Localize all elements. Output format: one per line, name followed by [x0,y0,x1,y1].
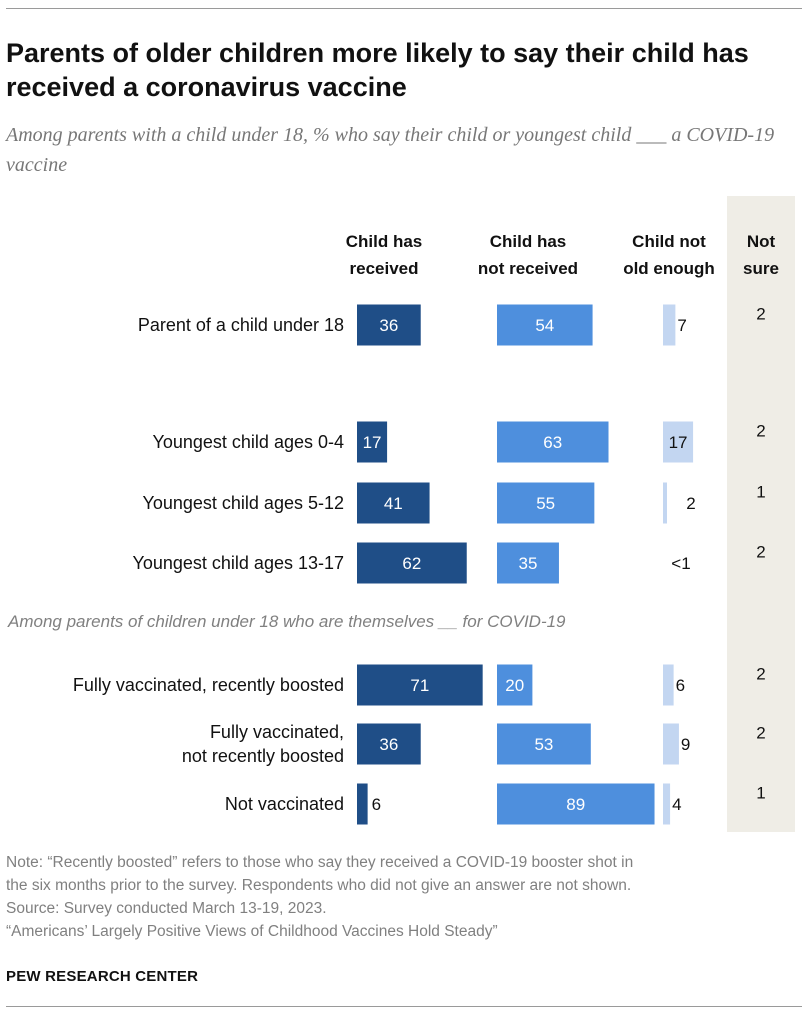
value-not-received-5: 53 [534,735,553,754]
value-not-received-2: 55 [536,494,555,513]
row-label-3-line-0: Youngest child ages 13-17 [133,553,345,573]
value-received-0: 36 [379,316,398,335]
value-not-old-enough-3: <1 [671,554,690,573]
bar-received-0 [357,304,421,346]
top-rule [6,8,802,9]
source-line: Source: Survey conducted March 13-19, 20… [6,900,327,917]
bar-not-received-5 [497,723,591,765]
value-not-old-enough-1: 17 [669,433,688,452]
value-not-received-0: 54 [535,316,554,335]
column-header-2-line-0: Child not [632,232,706,251]
value-not-sure-6: 1 [756,784,765,803]
note-line-1: Note: “Recently boosted” refers to those… [6,854,634,871]
bar-not-old-enough-5 [663,723,679,765]
value-not-old-enough-0: 7 [677,316,686,335]
value-not-received-3: 35 [519,554,538,573]
row-label-5-line-1: not recently boosted [182,746,344,766]
value-not-sure-3: 2 [756,543,765,562]
bottom-rule [6,1006,802,1007]
bar-received-5 [357,723,421,765]
value-received-1: 17 [363,433,382,452]
row-label-2-line-0: Youngest child ages 5-12 [143,493,345,513]
section-label: Among parents of children under 18 who a… [7,612,566,631]
value-received-3: 62 [402,554,421,573]
column-header-2-line-1: old enough [623,259,715,278]
column-header-0-line-1: received [350,259,419,278]
column-header-0-line-0: Child has [346,232,423,251]
value-not-sure-5: 2 [756,724,765,743]
row-label-5-line-0: Fully vaccinated, [210,722,344,742]
bar-not-received-6 [497,783,655,825]
bar-not-received-2 [497,482,595,524]
bar-not-old-enough-6 [663,783,671,825]
value-not-received-6: 89 [566,795,585,814]
column-header-3-line-1: sure [743,259,779,278]
bar-received-1 [357,421,388,463]
value-not-old-enough-2: 2 [686,494,695,513]
row-label-0-line-0: Parent of a child under 18 [138,315,344,335]
value-not-received-4: 20 [505,676,524,695]
bar-not-old-enough-4 [663,664,674,706]
value-received-6: 6 [372,795,381,814]
bar-not-received-4 [497,664,533,706]
bar-not-old-enough-1 [663,421,694,463]
bar-received-3 [357,542,467,584]
row-label-4-line-0: Fully vaccinated, recently boosted [73,675,344,695]
value-not-sure-2: 1 [756,483,765,502]
pew-brand: PEW RESEARCH CENTER [6,968,199,985]
report-title: “Americans’ Largely Positive Views of Ch… [6,923,498,940]
row-label-6-line-0: Not vaccinated [225,794,344,814]
value-not-old-enough-4: 6 [676,676,685,695]
column-header-1-line-1: not received [478,259,578,278]
bar-not-old-enough-2 [663,482,667,524]
column-header-3-line-0: Not [747,232,776,251]
value-not-sure-1: 2 [756,422,765,441]
bar-received-2 [357,482,430,524]
bar-not-received-0 [497,304,593,346]
chart-title: Parents of older children more likely to… [6,38,749,102]
note-line-2: the six months prior to the survey. Resp… [6,877,632,894]
value-received-5: 36 [379,735,398,754]
column-header-1-line-0: Child has [490,232,567,251]
value-received-4: 71 [410,676,429,695]
value-not-received-1: 63 [543,433,562,452]
value-not-sure-4: 2 [756,665,765,684]
row-label-1-line-0: Youngest child ages 0-4 [153,432,344,452]
value-not-old-enough-5: 9 [681,735,690,754]
bar-not-received-1 [497,421,609,463]
value-received-2: 41 [384,494,403,513]
value-not-old-enough-6: 4 [672,795,681,814]
not-sure-column-bg [727,196,795,832]
bar-received-4 [357,664,483,706]
value-not-sure-0: 2 [756,305,765,324]
bar-not-received-3 [497,542,559,584]
chart-subtitle: Among parents with a child under 18, % w… [6,124,775,176]
bar-not-old-enough-0 [663,304,676,346]
bar-received-6 [357,783,368,825]
